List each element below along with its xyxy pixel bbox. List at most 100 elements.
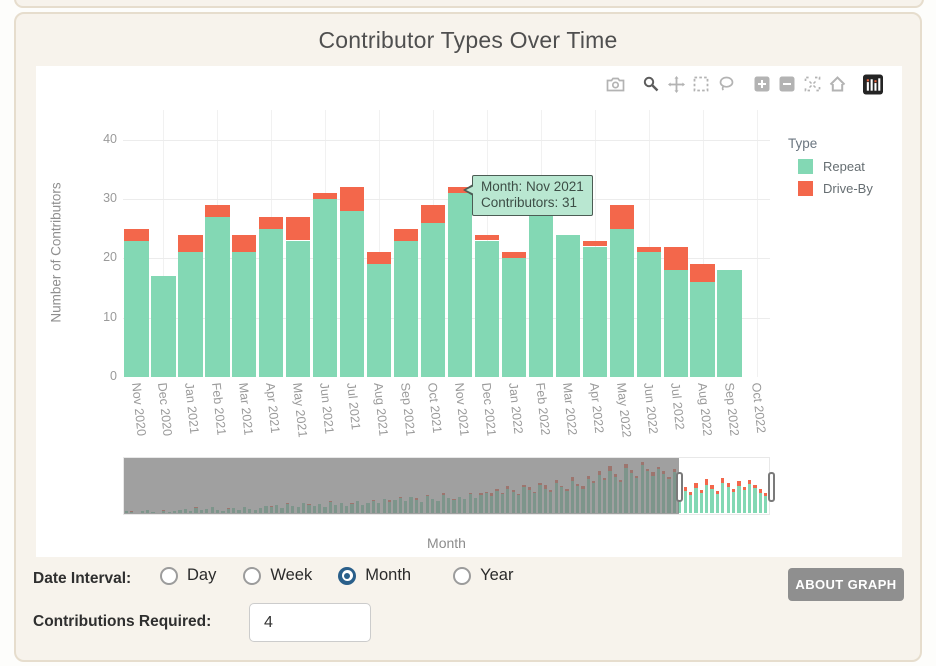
home-icon[interactable] xyxy=(827,74,847,94)
rangeslider-mask xyxy=(124,458,679,514)
bar-driveby[interactable] xyxy=(313,193,338,199)
bar-repeat[interactable] xyxy=(313,199,338,377)
previous-card-edge xyxy=(14,0,924,8)
bar-driveby[interactable] xyxy=(232,234,257,253)
bar-repeat[interactable] xyxy=(151,276,176,377)
legend-label: Drive-By xyxy=(823,181,873,196)
bar-repeat[interactable] xyxy=(636,252,661,377)
autoscale-icon[interactable] xyxy=(802,74,822,94)
legend-item-repeat[interactable]: Repeat xyxy=(798,159,873,174)
bar-repeat[interactable] xyxy=(124,240,149,377)
legend-item-drive-by[interactable]: Drive-By xyxy=(798,181,873,196)
bar-driveby[interactable] xyxy=(420,204,446,223)
x-gridline xyxy=(163,110,165,377)
page-title: Contributor Types Over Time xyxy=(318,27,618,53)
legend: Type Repeat Drive-By xyxy=(788,136,873,203)
rangeslider-right-handle[interactable] xyxy=(768,472,775,502)
bar-repeat[interactable] xyxy=(286,240,311,377)
y-tick-label: 30 xyxy=(103,191,117,205)
camera-icon[interactable] xyxy=(605,74,625,94)
bar-driveby[interactable] xyxy=(178,234,203,253)
bar-repeat[interactable] xyxy=(555,234,580,377)
x-axis-title: Month xyxy=(427,535,466,551)
plotly-logo-icon[interactable] xyxy=(863,74,883,94)
bar-driveby[interactable] xyxy=(259,216,284,229)
bar-repeat[interactable] xyxy=(717,270,742,377)
radio-circle-year[interactable] xyxy=(453,566,472,585)
zoom-icon[interactable] xyxy=(641,74,661,94)
rangeslider-bar xyxy=(694,488,698,513)
radio-label: Month xyxy=(365,566,412,584)
radio-year[interactable]: Year xyxy=(453,566,513,585)
about-graph-button[interactable]: ABOUT GRAPH xyxy=(788,568,904,601)
radio-circle-month[interactable] xyxy=(338,566,357,585)
rangeslider-bar xyxy=(721,483,725,513)
bar-repeat[interactable] xyxy=(474,240,500,377)
bar-repeat[interactable] xyxy=(420,222,446,377)
bar-repeat[interactable] xyxy=(609,228,634,377)
radio-day[interactable]: Day xyxy=(160,566,216,585)
bar-repeat[interactable] xyxy=(393,240,419,377)
bar-driveby[interactable] xyxy=(286,216,311,241)
legend-label: Repeat xyxy=(823,159,865,174)
lasso-icon[interactable] xyxy=(716,74,736,94)
bar-driveby[interactable] xyxy=(690,264,715,283)
rangeslider-bar-top xyxy=(694,483,698,488)
rangeslider-bar-top xyxy=(710,485,714,489)
bar-repeat[interactable] xyxy=(663,270,688,377)
y-gridline xyxy=(123,317,770,319)
bar-repeat[interactable] xyxy=(178,252,203,377)
bar-driveby[interactable] xyxy=(663,246,688,271)
box-select-icon[interactable] xyxy=(691,74,711,94)
bar-driveby[interactable] xyxy=(447,187,473,193)
bar-driveby[interactable] xyxy=(124,228,149,241)
bar-driveby[interactable] xyxy=(205,204,230,217)
hover-tooltip: Month: Nov 2021 Contributors: 31 xyxy=(463,175,593,216)
contributions-required-input[interactable] xyxy=(249,603,371,642)
bar-driveby[interactable] xyxy=(609,204,634,229)
bar-repeat[interactable] xyxy=(501,258,527,377)
bar-driveby[interactable] xyxy=(636,246,661,253)
legend-swatch xyxy=(798,159,813,174)
bar-repeat[interactable] xyxy=(205,216,230,377)
rangeslider-bar xyxy=(726,487,730,513)
rangeslider-bar xyxy=(715,494,720,513)
rangeslider-left-handle[interactable] xyxy=(676,472,683,502)
zoom-in-icon[interactable] xyxy=(752,74,772,94)
radio-month[interactable]: Month xyxy=(338,566,411,585)
tooltip-month: Month: Nov 2021 xyxy=(481,179,584,194)
y-gridline xyxy=(123,258,770,260)
y-tick-label: 0 xyxy=(110,369,117,383)
bar-repeat[interactable] xyxy=(232,252,257,377)
radio-circle-day[interactable] xyxy=(160,566,178,585)
zoom-out-icon[interactable] xyxy=(777,74,797,94)
bar-repeat[interactable] xyxy=(582,246,607,377)
pan-icon[interactable] xyxy=(666,74,686,94)
bar-driveby[interactable] xyxy=(393,228,419,241)
y-tick-label: 10 xyxy=(103,309,117,324)
bar-repeat[interactable] xyxy=(259,228,284,377)
rangeslider-bar xyxy=(699,493,703,513)
rangeslider-bar-top xyxy=(764,493,768,496)
radio-circle-week[interactable] xyxy=(243,566,262,585)
bar-driveby[interactable] xyxy=(340,187,365,211)
x-gridline xyxy=(756,110,758,377)
bar-repeat[interactable] xyxy=(528,210,554,377)
rangeslider-bar-top xyxy=(688,492,693,495)
bar-driveby[interactable] xyxy=(366,252,392,265)
bar-repeat[interactable] xyxy=(447,193,473,377)
rangeslider-bar xyxy=(683,491,687,513)
rangeslider-bar xyxy=(731,492,736,513)
bar-repeat[interactable] xyxy=(690,282,715,377)
rangeslider-bar xyxy=(742,490,746,513)
bar-repeat[interactable] xyxy=(366,264,392,377)
bar-driveby[interactable] xyxy=(501,252,527,259)
radio-week[interactable]: Week xyxy=(243,566,312,585)
plotly-modebar xyxy=(605,72,883,96)
radio-label: Week xyxy=(270,566,313,584)
bar-driveby[interactable] xyxy=(474,234,500,241)
bar-driveby[interactable] xyxy=(582,240,607,247)
bar-repeat[interactable] xyxy=(340,210,365,377)
rangeslider[interactable] xyxy=(123,457,775,515)
